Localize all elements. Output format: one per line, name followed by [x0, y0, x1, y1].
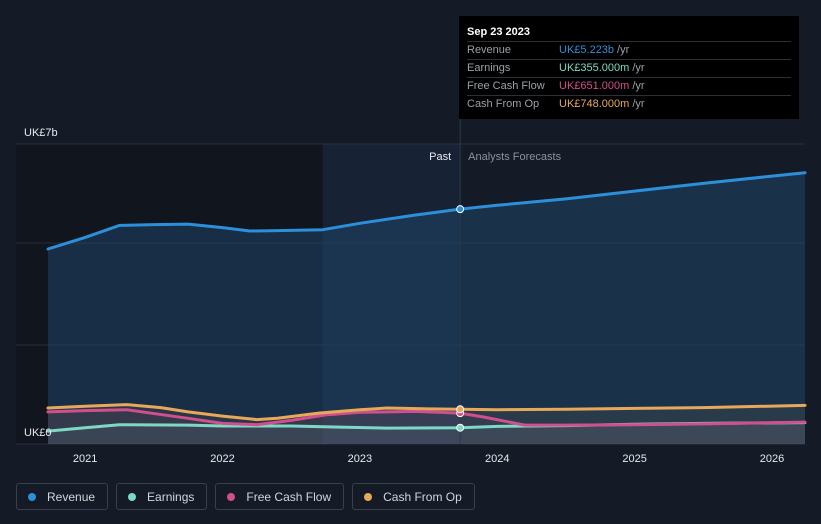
fcf-line [46, 408, 807, 427]
legend-label: Revenue [47, 489, 96, 504]
y-axis-top-label: UK£7b [24, 127, 58, 139]
tooltip-value: UK£5.223b [559, 44, 615, 56]
x-tick-label: 2025 [622, 453, 646, 465]
tooltip-label: Free Cash Flow [467, 80, 545, 92]
legend-dot-icon [128, 492, 137, 501]
tooltip-unit: /yr [632, 80, 645, 92]
earnings-area [48, 422, 805, 444]
revenue-line [46, 171, 807, 251]
cfo-marker [456, 405, 465, 414]
x-tick-label: 2026 [760, 453, 784, 465]
hover-markers [456, 205, 465, 432]
tooltip-value: UK£748.000m [559, 98, 630, 110]
tooltip-value: UK£651.000m [559, 80, 630, 92]
legend-dot-icon [28, 492, 36, 501]
past-label: Past [429, 151, 451, 163]
revenue-area [48, 172, 805, 444]
legend-item-fcf[interactable]: Free Cash Flow [215, 483, 345, 510]
tooltip-unit: /yr [632, 62, 645, 74]
cfo-area [48, 404, 805, 444]
tooltip-value: UK£355.000m [559, 62, 630, 74]
forecast-label: Analysts Forecasts [468, 151, 561, 163]
tooltip-label: Earnings [467, 62, 511, 74]
earnings-marker [456, 423, 465, 432]
tooltip-label: Revenue [467, 44, 512, 56]
legend-dot-icon [227, 492, 236, 501]
series-lines [46, 171, 807, 433]
tooltip-date: Sep 23 2023 [467, 26, 530, 38]
x-tick-label: 2024 [485, 453, 509, 465]
revenue-marker [456, 205, 465, 214]
legend: Revenue Earnings Free Cash Flow Cash Fro… [16, 483, 475, 510]
legend-label: Cash From Op [383, 489, 462, 504]
cfo-line [46, 403, 807, 422]
tooltip-row-cfo: Cash From Op UK£748.000m /yr [467, 95, 791, 113]
legend-item-cfo[interactable]: Cash From Op [352, 483, 475, 510]
x-tick-label: 2023 [348, 453, 372, 465]
legend-label: Free Cash Flow [246, 489, 332, 504]
tooltip-row-revenue: Revenue UK£5.223b /yr [467, 41, 791, 59]
legend-item-revenue[interactable]: Revenue [16, 483, 109, 510]
legend-item-earnings[interactable]: Earnings [116, 483, 208, 510]
legend-label: Earnings [147, 489, 195, 504]
tooltip-row-fcf: Free Cash Flow UK£651.000m /yr [467, 77, 791, 95]
tooltip-unit: /yr [632, 98, 645, 110]
tooltip-row-earnings: Earnings UK£355.000m /yr [467, 59, 791, 77]
x-tick-label: 2022 [210, 453, 234, 465]
legend-dot-icon [364, 492, 373, 501]
y-axis-bottom-label: UK£0 [24, 427, 52, 439]
tooltip-unit: /yr [617, 44, 630, 56]
x-axis-ticks: 2021 2022 2023 2024 2025 2026 [73, 453, 784, 465]
tooltip-label: Cash From Op [467, 98, 540, 110]
x-tick-label: 2021 [73, 453, 97, 465]
tooltip: Sep 23 2023 Revenue UK£5.223b /yr Earnin… [459, 16, 799, 119]
